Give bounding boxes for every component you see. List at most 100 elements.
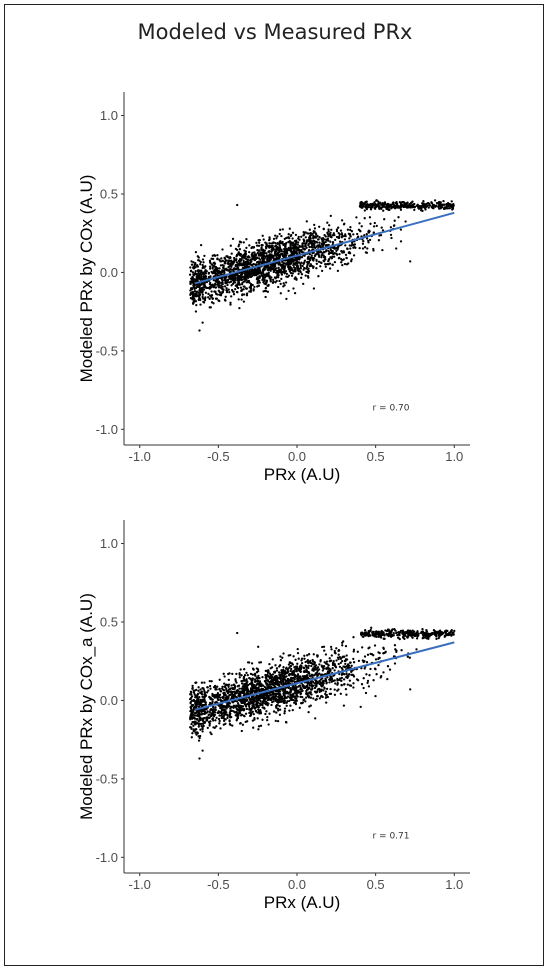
data-point — [309, 696, 313, 699]
data-point — [409, 260, 412, 263]
data-point — [324, 263, 327, 266]
data-point — [303, 654, 306, 657]
data-point — [341, 656, 344, 659]
data-point — [304, 660, 307, 664]
data-point — [258, 241, 261, 244]
data-point — [190, 263, 194, 266]
data-point — [230, 288, 234, 292]
data-point — [366, 681, 369, 685]
data-point — [352, 648, 356, 651]
data-point — [292, 698, 295, 702]
data-point — [342, 678, 346, 681]
data-point — [308, 705, 311, 708]
data-point — [330, 236, 333, 239]
data-point — [265, 243, 268, 246]
data-point — [451, 633, 454, 636]
data-point — [286, 252, 289, 255]
data-point — [260, 247, 263, 250]
data-point — [192, 296, 195, 300]
data-point — [195, 718, 199, 721]
data-point — [215, 716, 218, 719]
data-point — [244, 277, 247, 280]
data-point — [229, 244, 232, 247]
data-point — [316, 695, 319, 698]
data-point — [226, 262, 229, 265]
data-point — [303, 248, 307, 251]
data-point — [237, 245, 240, 248]
data-point — [337, 662, 340, 666]
data-point — [236, 705, 239, 708]
data-point — [313, 668, 317, 671]
data-point — [328, 681, 331, 684]
data-point — [218, 714, 221, 717]
data-point — [422, 634, 425, 638]
data-point — [286, 691, 289, 695]
data-point — [316, 234, 319, 238]
data-point — [359, 205, 362, 208]
data-point — [365, 237, 369, 240]
data-point — [255, 278, 259, 281]
data-point — [427, 632, 431, 636]
y-tick-label: 0.0 — [100, 265, 118, 280]
data-point — [348, 250, 351, 254]
data-point — [272, 670, 276, 674]
data-point — [336, 245, 339, 249]
data-point — [331, 255, 334, 258]
data-point — [374, 658, 378, 661]
data-point — [230, 252, 233, 255]
data-point — [222, 719, 226, 723]
data-point — [235, 719, 238, 722]
data-point — [312, 246, 316, 249]
data-point — [393, 662, 397, 665]
data-point — [236, 248, 239, 252]
data-point — [257, 676, 260, 680]
data-point — [209, 687, 212, 690]
data-point — [207, 272, 210, 275]
data-point — [313, 254, 317, 257]
data-point — [283, 699, 287, 703]
data-point — [197, 272, 200, 275]
data-point — [219, 727, 222, 730]
data-point — [321, 645, 324, 649]
data-point — [256, 261, 259, 264]
data-point — [255, 701, 259, 704]
data-point — [198, 722, 201, 725]
data-point — [296, 262, 299, 265]
data-point — [272, 700, 275, 703]
data-point — [249, 284, 253, 287]
data-point — [209, 708, 213, 711]
data-point — [437, 636, 440, 640]
data-point — [278, 232, 281, 236]
data-point — [194, 703, 197, 707]
data-point — [194, 723, 197, 726]
data-point — [297, 657, 300, 660]
data-point — [259, 724, 263, 727]
data-point — [267, 250, 271, 253]
data-point — [426, 204, 429, 207]
data-point — [307, 243, 310, 247]
data-point — [321, 669, 324, 672]
data-point — [286, 668, 290, 671]
data-point — [247, 692, 250, 695]
data-point — [206, 686, 209, 689]
data-point — [208, 720, 211, 724]
data-point — [333, 664, 337, 667]
data-point — [346, 676, 349, 680]
data-point — [305, 673, 309, 677]
data-point — [194, 250, 198, 254]
data-point — [245, 275, 249, 278]
data-point — [296, 673, 300, 676]
data-point — [296, 651, 300, 655]
data-point — [427, 637, 430, 640]
data-point — [242, 241, 245, 244]
data-point — [359, 203, 362, 206]
data-point — [285, 236, 288, 240]
data-point — [256, 699, 259, 702]
data-point — [352, 650, 355, 653]
data-point — [275, 667, 279, 670]
data-point — [274, 241, 277, 245]
data-point — [358, 246, 361, 250]
data-point — [285, 247, 288, 250]
data-point — [324, 250, 328, 253]
